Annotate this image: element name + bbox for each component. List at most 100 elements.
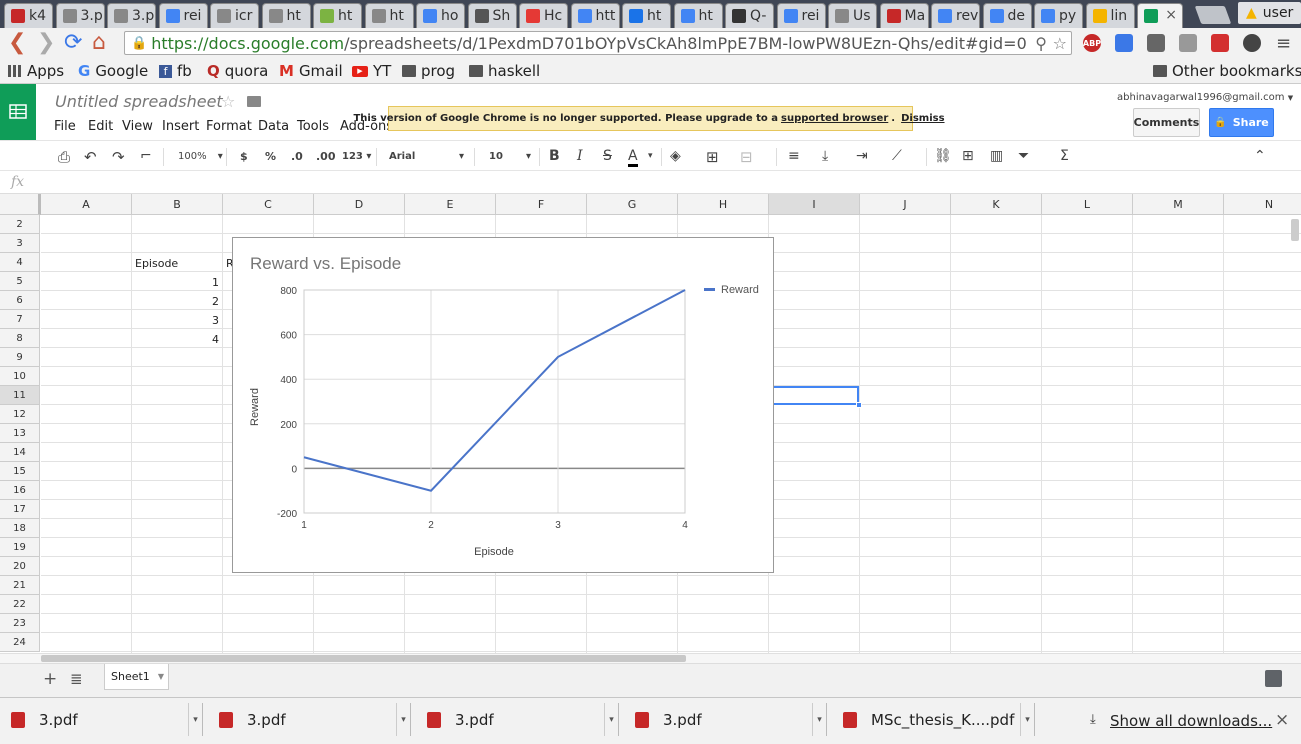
vertical-align-icon[interactable]: ⤓ <box>822 148 829 164</box>
address-bar[interactable]: 🔒 https://docs.google.com /spreadsheets/… <box>124 31 1072 55</box>
bookmark-google[interactable]: G Google <box>78 62 148 80</box>
collapse-toolbar-icon[interactable]: ⌃ <box>1254 148 1266 164</box>
column-header-g[interactable]: G <box>587 194 678 215</box>
column-header-a[interactable]: A <box>41 194 132 215</box>
column-header-j[interactable]: J <box>860 194 951 215</box>
profile-button[interactable]: ▲ user <box>1238 2 1301 24</box>
row-header-16[interactable]: 16 <box>0 481 40 500</box>
search-icon[interactable]: ⚲ <box>1035 33 1047 53</box>
functions-button[interactable]: Σ <box>1060 148 1069 164</box>
insert-chart-icon[interactable]: ▥ <box>990 148 1004 164</box>
horizontal-align-icon[interactable]: ≡ <box>788 148 800 164</box>
menu-edit[interactable]: Edit <box>88 119 114 134</box>
browser-tab[interactable]: Ma <box>879 3 929 28</box>
bookmark-yt[interactable]: ▶ YT <box>352 62 391 80</box>
row-header-18[interactable]: 18 <box>0 519 40 538</box>
sheets-logo[interactable] <box>0 84 36 140</box>
row-header-8[interactable]: 8 <box>0 329 40 348</box>
row-header-19[interactable]: 19 <box>0 538 40 557</box>
explore-icon[interactable] <box>1265 670 1282 687</box>
formula-bar[interactable]: fx <box>0 171 1301 194</box>
cell-c4[interactable]: R <box>226 257 234 270</box>
forward-icon[interactable]: ❯ <box>37 30 56 55</box>
star-icon[interactable]: ☆ <box>221 92 236 111</box>
bookmark-quora[interactable]: Q quora <box>207 62 268 80</box>
row-header-9[interactable]: 9 <box>0 348 40 367</box>
browser-tab[interactable]: py <box>1034 3 1083 28</box>
column-header-d[interactable]: D <box>314 194 405 215</box>
row-header-2[interactable]: 2 <box>0 215 40 234</box>
adblock-icon[interactable]: ABP <box>1083 34 1101 52</box>
bookmark-gmail[interactable]: M Gmail <box>279 62 343 80</box>
column-header-b[interactable]: B <box>132 194 223 215</box>
row-header-23[interactable]: 23 <box>0 614 40 633</box>
browser-tab[interactable]: k4 <box>4 3 53 28</box>
menu-format[interactable]: Format <box>206 119 252 134</box>
extension-calendar-icon[interactable] <box>1115 34 1133 52</box>
borders-icon[interactable]: ⊞ <box>706 148 719 166</box>
extension-pocket-icon[interactable] <box>1211 34 1229 52</box>
text-rotation-icon[interactable]: ⟋ <box>892 148 902 164</box>
column-header-h[interactable]: H <box>678 194 769 215</box>
select-all-corner[interactable] <box>0 194 41 215</box>
row-header-6[interactable]: 6 <box>0 291 40 310</box>
browser-tab[interactable]: icr <box>210 3 259 28</box>
menu-addons[interactable]: Add-ons <box>340 119 394 134</box>
row-header-4[interactable]: 4 <box>0 253 40 272</box>
browser-tab[interactable]: Q- <box>725 3 774 28</box>
column-header-n[interactable]: N <box>1224 194 1301 215</box>
italic-button[interactable]: I <box>577 148 583 164</box>
row-header-11[interactable]: 11 <box>0 386 40 405</box>
paint-format-icon[interactable]: ⌐ <box>140 148 152 164</box>
row-header-22[interactable]: 22 <box>0 595 40 614</box>
close-downloads-icon[interactable]: × <box>1275 710 1290 730</box>
folder-icon[interactable] <box>247 96 261 107</box>
document-title[interactable]: Untitled spreadsheet <box>55 92 223 111</box>
row-header-7[interactable]: 7 <box>0 310 40 329</box>
download-options-icon[interactable]: ▾ <box>396 703 410 736</box>
merge-cells-icon[interactable]: ⊟ <box>740 148 753 166</box>
insert-link-icon[interactable]: ⛓ <box>934 148 952 164</box>
download-item[interactable]: 3.pdf ▾ <box>211 703 411 736</box>
text-color-button[interactable]: A <box>628 148 638 167</box>
browser-tab[interactable]: Hc <box>519 3 568 28</box>
menu-data[interactable]: Data <box>258 119 290 134</box>
embedded-chart[interactable]: Reward vs. Episode Episode Reward -200 0 2… <box>232 237 774 573</box>
extension-mail-icon[interactable] <box>1179 34 1197 52</box>
bold-button[interactable]: B <box>549 148 560 164</box>
row-header-24[interactable]: 24 <box>0 633 40 652</box>
browser-tab[interactable]: 3.p <box>107 3 156 28</box>
cell-b8[interactable]: 4 <box>212 333 219 346</box>
horizontal-scrollbar-thumb[interactable] <box>41 655 686 662</box>
browser-tab[interactable]: rei <box>158 3 208 28</box>
menu-tools[interactable]: Tools <box>297 119 330 134</box>
browser-tab[interactable]: rei <box>776 3 826 28</box>
show-all-downloads-link[interactable]: Show all downloads... <box>1110 712 1273 730</box>
cell-b4[interactable]: Episode <box>135 257 179 270</box>
cell-b7[interactable]: 3 <box>212 314 219 327</box>
text-wrapping-icon[interactable]: ⇥ <box>856 148 868 164</box>
supported-browser-link[interactable]: supported browser <box>781 113 889 124</box>
browser-tab[interactable]: Sh <box>467 3 517 28</box>
add-sheet-button[interactable]: + <box>43 669 58 689</box>
back-icon[interactable]: ❮ <box>8 30 27 55</box>
row-header-17[interactable]: 17 <box>0 500 40 519</box>
column-header-k[interactable]: K <box>951 194 1042 215</box>
print-icon[interactable]: ⎙ <box>58 148 71 166</box>
browser-tab[interactable]: ht <box>622 3 671 28</box>
extension-camera-icon[interactable] <box>1243 34 1261 52</box>
row-header-10[interactable]: 10 <box>0 367 40 386</box>
redo-icon[interactable]: ↷ <box>112 148 125 166</box>
browser-tab[interactable]: rev <box>931 3 980 28</box>
dismiss-link[interactable]: Dismiss <box>901 113 945 124</box>
row-header-21[interactable]: 21 <box>0 576 40 595</box>
column-header-f[interactable]: F <box>496 194 587 215</box>
chrome-menu-icon[interactable]: ≡ <box>1276 33 1292 54</box>
undo-icon[interactable]: ↶ <box>84 148 97 166</box>
tab-close-icon[interactable]: × <box>1165 7 1177 23</box>
browser-tab[interactable]: ho <box>416 3 465 28</box>
currency-format-button[interactable]: $ <box>240 150 248 163</box>
more-formats-select[interactable]: 123 ▾ <box>342 151 371 162</box>
extension-audio-icon[interactable] <box>1147 34 1165 52</box>
bookmark-star-icon[interactable]: ☆ <box>1052 33 1067 53</box>
